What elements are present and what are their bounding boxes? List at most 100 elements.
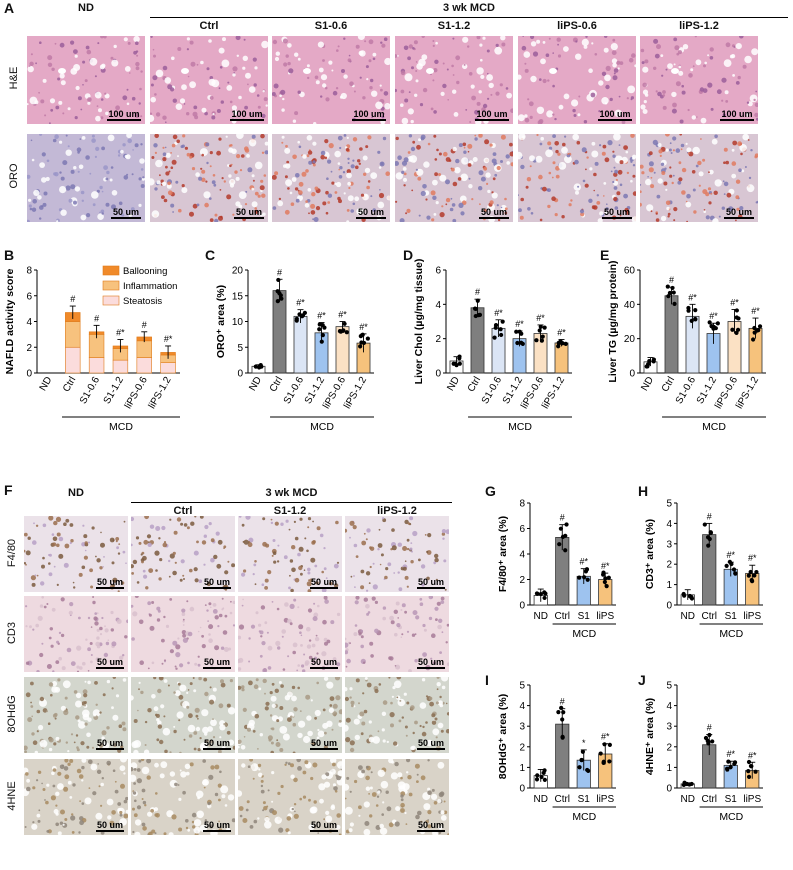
y-tick-label: 6 <box>435 266 441 277</box>
significance-mark: #* <box>748 750 757 760</box>
scale-bar-line <box>111 217 141 219</box>
group-label: MCD <box>572 628 596 640</box>
panel-label-a: A <box>4 0 15 16</box>
y-tick-label: 4 <box>666 701 672 712</box>
panel-label-c: C <box>205 247 216 263</box>
panel-label-i: I <box>485 672 489 688</box>
data-point <box>472 306 478 311</box>
oro-image: 50 um <box>27 134 145 222</box>
data-point <box>715 321 720 326</box>
bar-segment <box>65 321 81 348</box>
x-tick-label: ND <box>445 375 462 393</box>
data-point <box>706 741 711 746</box>
legend-swatch <box>102 280 120 291</box>
data-point <box>579 758 584 763</box>
data-point <box>689 594 694 600</box>
data-point <box>253 364 258 369</box>
group-label: MCD <box>572 811 596 823</box>
y-tick-label: 0 <box>666 784 672 795</box>
significance-mark: #* <box>709 311 718 321</box>
ihc-image: 50 um <box>24 516 128 592</box>
significance-mark: #* <box>751 306 760 316</box>
data-point <box>584 567 589 572</box>
y-tick-label: 4 <box>519 550 525 561</box>
scale-bar: 50 um <box>96 820 124 832</box>
data-point <box>457 361 462 366</box>
y-tick-label: 0 <box>26 369 32 380</box>
scale-bar-label: 50 um <box>603 207 630 217</box>
x-tick-label: ND <box>639 375 656 393</box>
scale-bar-line <box>203 667 231 669</box>
scale-bar: 100 um <box>598 109 632 121</box>
group-label: MCD <box>719 628 743 640</box>
panel-a-col-3: S1-1.2 <box>437 20 471 32</box>
y-tick-label: 6 <box>26 291 32 302</box>
scale-bar: 50 um <box>310 738 338 750</box>
bar-segment <box>136 340 152 358</box>
y-tick-label: 0 <box>519 601 525 612</box>
oro-image: 50 um <box>640 134 758 222</box>
scale-bar-label: 50 um <box>417 657 444 667</box>
he-image: 100 um <box>518 36 636 124</box>
y-tick-label: 10 <box>232 317 244 328</box>
panel-f-group-header: 3 wk MCD <box>265 487 318 499</box>
ihc-image: 50 um <box>131 596 235 672</box>
scale-bar: 50 um <box>417 577 445 589</box>
oro-image: 50 um <box>150 134 268 222</box>
scale-bar: 50 um <box>203 820 231 832</box>
significance-mark: #* <box>164 334 173 344</box>
data-point <box>708 530 714 535</box>
ihc-image: 50 um <box>131 759 235 835</box>
scale-bar-label: 50 um <box>112 207 139 217</box>
significance-mark: # <box>669 275 674 285</box>
ihc-image: 50 um <box>238 596 342 672</box>
x-tick-label: ND <box>681 794 695 805</box>
scale-bar: 50 um <box>356 207 386 219</box>
panel-a-col-0: ND <box>78 2 94 14</box>
y-axis-label: ORO⁺ area (%) <box>215 285 227 358</box>
data-point <box>682 593 687 598</box>
data-point <box>542 595 547 601</box>
data-point <box>294 318 299 323</box>
x-tick-label: S1 <box>725 794 738 805</box>
panel-a-col-4: liPS-0.6 <box>557 20 597 32</box>
scale-bar-label: 50 um <box>417 820 444 830</box>
scale-bar: 50 um <box>479 207 509 219</box>
data-point <box>746 774 752 779</box>
scale-bar: 100 um <box>720 109 754 121</box>
he-image: 100 um <box>272 36 390 124</box>
scale-bar-label: 50 um <box>310 738 337 748</box>
legend-label: Ballooning <box>123 266 167 277</box>
significance-mark: # <box>707 722 712 732</box>
bar <box>664 295 679 374</box>
x-tick-label: Ctrl <box>701 611 717 622</box>
data-point <box>457 354 462 359</box>
data-point <box>601 570 606 575</box>
x-tick-label: S1 <box>725 611 738 622</box>
x-tick-label: liPS <box>596 611 614 622</box>
data-point <box>709 324 714 329</box>
significance-mark: #* <box>536 313 545 323</box>
ihc-image: 50 um <box>24 596 128 672</box>
data-point <box>748 569 753 575</box>
data-point <box>602 742 607 747</box>
y-tick-label: 0 <box>519 784 525 795</box>
data-point <box>342 321 347 326</box>
scale-bar-label: 100 um <box>108 109 140 119</box>
data-point <box>515 340 520 346</box>
ihc-image: 50 um <box>345 677 449 753</box>
y-tick-label: 1 <box>666 580 672 591</box>
bar <box>470 307 485 374</box>
scale-bar-line <box>417 667 445 669</box>
significance-mark: #* <box>579 557 588 567</box>
data-point <box>563 341 568 346</box>
significance-mark: # <box>94 313 99 323</box>
significance-mark: #* <box>557 328 566 338</box>
scale-bar-label: 50 um <box>417 738 444 748</box>
oro-image: 50 um <box>395 134 513 222</box>
data-point <box>577 765 582 770</box>
data-point <box>752 573 757 578</box>
x-tick-label: Ctrl <box>554 794 570 805</box>
scale-bar-label: 100 um <box>721 109 753 119</box>
significance-mark: # <box>277 267 282 277</box>
